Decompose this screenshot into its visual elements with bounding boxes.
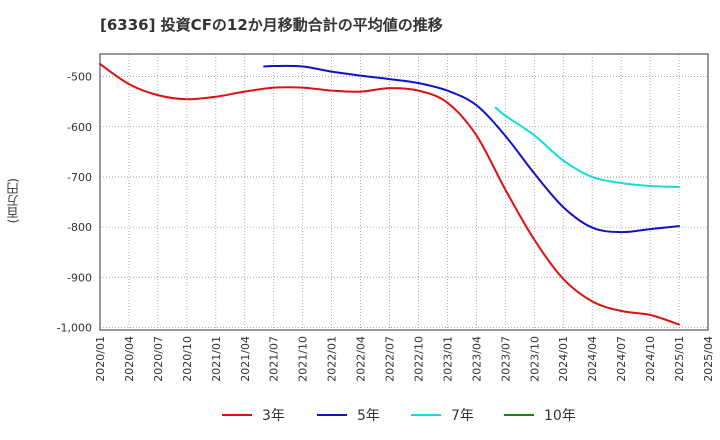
x-tick-label: 2024/01 — [557, 336, 570, 382]
x-tick-label: 2024/10 — [644, 336, 657, 382]
y-tick-label: -1,000 — [57, 321, 92, 334]
x-tick-label: 2023/07 — [499, 336, 512, 382]
x-tick-label: 2022/04 — [355, 336, 368, 382]
legend-swatch-5y — [317, 414, 347, 416]
y-tick-label: -700 — [67, 171, 92, 184]
x-tick-label: 2020/10 — [181, 336, 194, 382]
legend-label-3y: 3年 — [262, 408, 285, 424]
y-tick-label: -800 — [67, 221, 92, 234]
x-tick-label: 2023/01 — [441, 336, 454, 382]
x-tick-label: 2020/07 — [152, 336, 165, 382]
y-tick-label: -600 — [67, 121, 92, 134]
x-tick-label: 2021/10 — [297, 336, 310, 382]
x-tick-label: 2022/10 — [412, 336, 425, 382]
series-line-5y — [263, 64, 680, 234]
series-line-7y — [494, 106, 680, 188]
x-tick-label: 2022/07 — [384, 336, 397, 382]
plot-area-frame — [99, 53, 709, 331]
y-tick-label: -500 — [67, 71, 92, 84]
x-tick-label: 2023/04 — [470, 336, 483, 382]
chart-title: [6336] 投資CFの12か月移動合計の平均値の推移 — [100, 16, 443, 34]
legend-swatch-7y — [411, 414, 441, 416]
legend-item-7y: 7年 — [411, 403, 474, 427]
y-tick-label: -900 — [67, 271, 92, 284]
x-tick-label: 2020/04 — [123, 336, 136, 382]
legend-label-5y: 5年 — [357, 408, 380, 424]
x-tick-label: 2021/07 — [268, 336, 281, 382]
x-tick-label: 2023/10 — [528, 336, 541, 382]
x-tick-label: 2022/01 — [326, 336, 339, 382]
legend: 3年 5年 7年 10年 — [0, 403, 720, 427]
legend-item-5y: 5年 — [317, 403, 380, 427]
x-tick-label: 2024/07 — [615, 336, 628, 382]
legend-swatch-10y — [504, 414, 534, 416]
x-tick-label: 2025/01 — [673, 336, 686, 382]
x-tick-label: 2021/01 — [210, 336, 223, 382]
x-tick-label: 2025/04 — [702, 336, 715, 382]
legend-item-3y: 3年 — [222, 403, 285, 427]
x-tick-label: 2020/01 — [94, 336, 107, 382]
x-tick-label: 2024/04 — [586, 336, 599, 382]
series-line-3y — [99, 63, 680, 326]
legend-label-7y: 7年 — [451, 408, 474, 424]
x-tick-label: 2021/04 — [239, 336, 252, 382]
legend-label-10y: 10年 — [544, 408, 576, 424]
legend-swatch-3y — [222, 414, 252, 416]
legend-item-10y: 10年 — [504, 403, 576, 427]
